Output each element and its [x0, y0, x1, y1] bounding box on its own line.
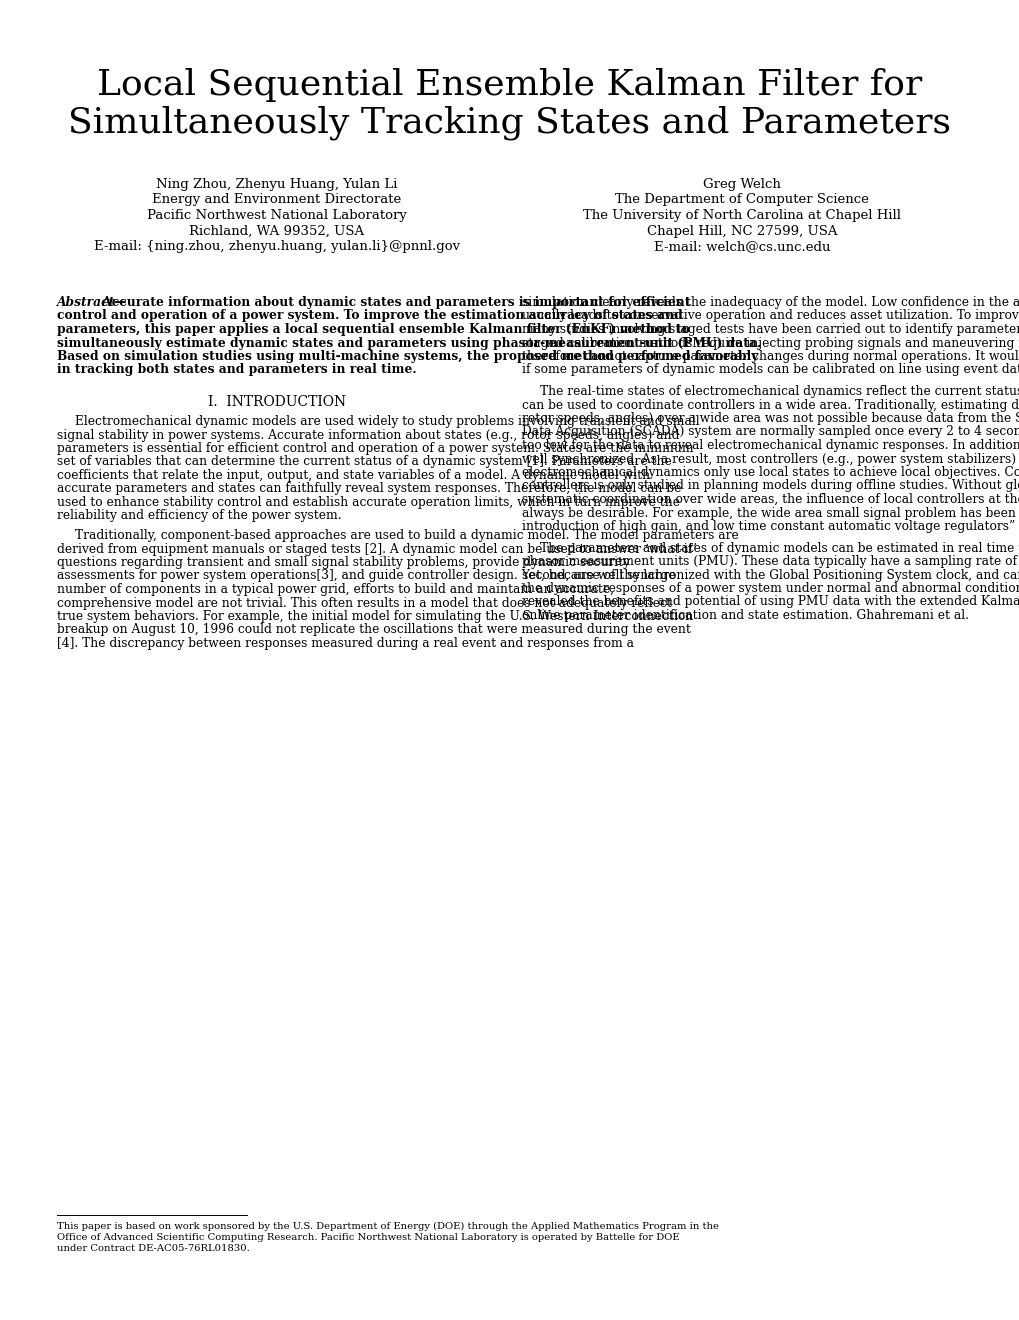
- Text: E-mail: welch@cs.unc.edu: E-mail: welch@cs.unc.edu: [653, 240, 829, 253]
- Text: The real-time states of electromechanical dynamics reflect the current status of: The real-time states of electromechanica…: [539, 385, 1019, 399]
- Text: The parameters and states of dynamic models can be estimated in real time using : The parameters and states of dynamic mod…: [539, 541, 1019, 554]
- Text: if some parameters of dynamic models can be calibrated on line using event data.: if some parameters of dynamic models can…: [522, 363, 1019, 376]
- Text: under Contract DE-AC05-76RL01830.: under Contract DE-AC05-76RL01830.: [57, 1243, 250, 1253]
- Text: parameters, this paper applies a local sequential ensemble Kalman filter (EnKF) : parameters, this paper applies a local s…: [57, 323, 689, 337]
- Text: rotor speeds, angles) over a wide area was not possible because data from the Su: rotor speeds, angles) over a wide area w…: [522, 412, 1019, 425]
- Text: always be desirable. For example, the wide area small signal problem has been as: always be desirable. For example, the wi…: [522, 507, 1019, 520]
- Text: set of variables that can determine the current status of a dynamic system [1]. : set of variables that can determine the …: [57, 455, 672, 469]
- Text: simulation clearly reveals the inadequacy of the model. Low confidence in the ac: simulation clearly reveals the inadequac…: [522, 296, 1019, 309]
- Text: signal stability in power systems. Accurate information about states (e.g., roto: signal stability in power systems. Accur…: [57, 429, 679, 441]
- Text: controllers is only studied in planning models during offline studies. Without g: controllers is only studied in planning …: [522, 479, 1019, 492]
- Text: revealed the benefits and potential of using PMU data with the extended Kalman f: revealed the benefits and potential of u…: [522, 595, 1019, 609]
- Text: Simultaneously Tracking States and Parameters: Simultaneously Tracking States and Param…: [68, 106, 951, 140]
- Text: true system behaviors. For example, the initial model for simulating the U.S. We: true system behaviors. For example, the …: [57, 610, 693, 623]
- Text: Energy and Environment Directorate: Energy and Environment Directorate: [152, 194, 401, 206]
- Text: accurate parameters and states can faithfully reveal system responses. Therefore: accurate parameters and states can faith…: [57, 483, 681, 495]
- Text: Greg Welch: Greg Welch: [702, 178, 781, 191]
- Text: I.  INTRODUCTION: I. INTRODUCTION: [208, 395, 345, 409]
- Text: therefore cannot capture parameter changes during normal operations. It would be: therefore cannot capture parameter chang…: [522, 350, 1019, 363]
- Text: Richland, WA 99352, USA: Richland, WA 99352, USA: [190, 224, 364, 238]
- Text: control and operation of a power system. To improve the estimation accuracy of s: control and operation of a power system.…: [57, 309, 682, 322]
- Text: The Department of Computer Science: The Department of Computer Science: [614, 194, 868, 206]
- Text: online parameter identification and state estimation. Ghahremani et al.: online parameter identification and stat…: [522, 609, 968, 622]
- Text: Based on simulation studies using multi-machine systems, the proposed method per: Based on simulation studies using multi-…: [57, 350, 758, 363]
- Text: simultaneously estimate dynamic states and parameters using phasor-measurement-u: simultaneously estimate dynamic states a…: [57, 337, 760, 350]
- Text: in tracking both states and parameters in real time.: in tracking both states and parameters i…: [57, 363, 416, 376]
- Text: Chapel Hill, NC 27599, USA: Chapel Hill, NC 27599, USA: [646, 224, 837, 238]
- Text: well synchronized. As a result, most controllers (e.g., power system stabilizers: well synchronized. As a result, most con…: [522, 453, 1019, 466]
- Text: introduction of high gain, and low time constant automatic voltage regulators” [: introduction of high gain, and low time …: [522, 520, 1019, 533]
- Text: Electromechanical dynamic models are used widely to study problems involving tra: Electromechanical dynamic models are use…: [75, 414, 699, 428]
- Text: Local Sequential Ensemble Kalman Filter for: Local Sequential Ensemble Kalman Filter …: [97, 69, 922, 102]
- Text: This paper is based on work sponsored by the U.S. Department of Energy (DOE) thr: This paper is based on work sponsored by…: [57, 1222, 718, 1232]
- Text: many studies involving staged tests have been carried out to identify parameters: many studies involving staged tests have…: [522, 323, 1019, 337]
- Text: breakup on August 10, 1996 could not replicate the oscillations that were measur: breakup on August 10, 1996 could not rep…: [57, 623, 690, 636]
- Text: parameters is essential for efficient control and operation of a power system. S: parameters is essential for efficient co…: [57, 442, 693, 455]
- Text: usually leads to conservative operation and reduces asset utilization. To improv: usually leads to conservative operation …: [522, 309, 1019, 322]
- Text: second, are well synchronized with the Global Positioning System clock, and can : second, are well synchronized with the G…: [522, 569, 1019, 582]
- Text: too low for the data to reveal electromechanical dynamic responses. In addition,: too low for the data to reveal electrome…: [522, 440, 1019, 451]
- Text: staged calibration methods require injecting probing signals and maneuvering rea: staged calibration methods require injec…: [522, 337, 1019, 350]
- Text: coefficients that relate the input, output, and state variables of a model. A dy: coefficients that relate the input, outp…: [57, 469, 649, 482]
- Text: Data Acquisition (SCADA) system are normally sampled once every 2 to 4 seconds. : Data Acquisition (SCADA) system are norm…: [522, 425, 1019, 438]
- Text: reliability and efficiency of the power system.: reliability and efficiency of the power …: [57, 510, 341, 523]
- Text: systematic coordination over wide areas, the influence of local controllers at t: systematic coordination over wide areas,…: [522, 492, 1019, 506]
- Text: electromechanical dynamics only use local states to achieve local objectives. Co: electromechanical dynamics only use loca…: [522, 466, 1019, 479]
- Text: used to enhance stability control and establish accurate operation limits, which: used to enhance stability control and es…: [57, 496, 680, 510]
- Text: derived from equipment manuals or staged tests [2]. A dynamic model can be used : derived from equipment manuals or staged…: [57, 543, 696, 556]
- Text: [4]. The discrepancy between responses measured during a real event and response: [4]. The discrepancy between responses m…: [57, 638, 634, 649]
- Text: Traditionally, component-based approaches are used to build a dynamic model. The: Traditionally, component-based approache…: [75, 529, 738, 543]
- Text: phasor measurement units (PMU). These data typically have a sampling rate of 30 : phasor measurement units (PMU). These da…: [522, 554, 1019, 568]
- Text: comprehensive model are not trivial. This often results in a model that does not: comprehensive model are not trivial. Thi…: [57, 597, 672, 610]
- Text: can be used to coordinate controllers in a wide area. Traditionally, estimating : can be used to coordinate controllers in…: [522, 399, 1019, 412]
- Text: Office of Advanced Scientific Computing Research. Pacific Northwest National Lab: Office of Advanced Scientific Computing …: [57, 1233, 679, 1242]
- Text: the dynamic responses of a power system under normal and abnormal conditions. Pr: the dynamic responses of a power system …: [522, 582, 1019, 595]
- Text: The University of North Carolina at Chapel Hill: The University of North Carolina at Chap…: [583, 209, 900, 222]
- Text: E-mail: {ning.zhou, zhenyu.huang, yulan.li}@pnnl.gov: E-mail: {ning.zhou, zhenyu.huang, yulan.…: [94, 240, 460, 253]
- Text: Pacific Northwest National Laboratory: Pacific Northwest National Laboratory: [147, 209, 407, 222]
- Text: number of components in a typical power grid, efforts to build and maintain an a: number of components in a typical power …: [57, 583, 613, 597]
- Text: questions regarding transient and small signal stability problems, provide dynam: questions regarding transient and small …: [57, 556, 630, 569]
- Text: Abstract—: Abstract—: [57, 296, 127, 309]
- Text: Ning Zhou, Zhenyu Huang, Yulan Li: Ning Zhou, Zhenyu Huang, Yulan Li: [156, 178, 397, 191]
- Text: Accurate information about dynamic states and parameters is important for effici: Accurate information about dynamic state…: [98, 296, 690, 309]
- Text: assessments for power system operations[3], and guide controller design. Yet, be: assessments for power system operations[…: [57, 569, 675, 582]
